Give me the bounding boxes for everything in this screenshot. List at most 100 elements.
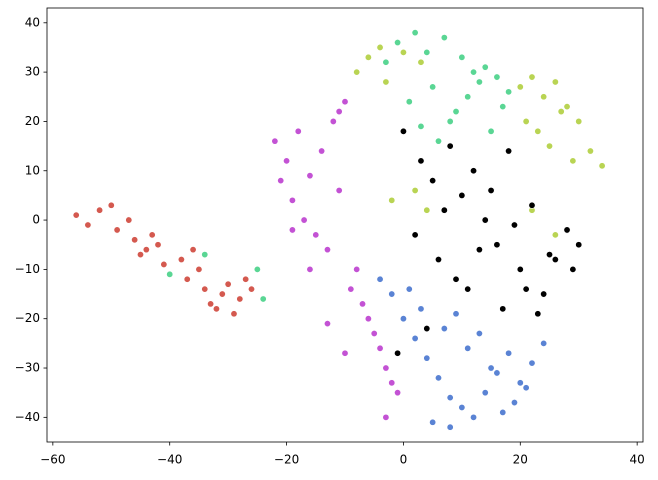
scatter-point <box>370 329 378 337</box>
scatter-point <box>464 285 472 293</box>
scatter-point <box>481 63 489 71</box>
scatter-point <box>388 379 396 387</box>
scatter-point <box>522 285 530 293</box>
x-tick-label: 40 <box>630 453 645 467</box>
scatter-point <box>475 246 483 254</box>
scatter-point <box>382 364 390 372</box>
scatter-point <box>475 78 483 86</box>
scatter-point <box>423 206 431 214</box>
scatter-point <box>569 157 577 165</box>
x-tick-label: −60 <box>40 453 65 467</box>
scatter-point <box>207 300 215 308</box>
scatter-point <box>230 310 238 318</box>
scatter-point <box>195 265 203 273</box>
scatter-point <box>183 275 191 283</box>
scatter-point <box>522 117 530 125</box>
scatter-point <box>201 251 209 259</box>
scatter-point <box>440 34 448 42</box>
scatter-point <box>353 68 361 76</box>
scatter-point <box>452 108 460 116</box>
scatter-point <box>96 206 104 214</box>
y-tick-label: 0 <box>32 213 40 227</box>
scatter-point <box>563 103 571 111</box>
scatter-point <box>107 201 115 209</box>
scatter-point <box>464 344 472 352</box>
scatter-point <box>300 216 308 224</box>
scatter-point <box>487 186 495 194</box>
scatter-point <box>575 117 583 125</box>
scatter-point <box>84 221 92 229</box>
scatter-point <box>569 265 577 273</box>
scatter-point <box>423 354 431 362</box>
scatter-point <box>493 241 501 249</box>
scatter-point <box>411 186 419 194</box>
y-tick-label: 40 <box>25 15 40 29</box>
scatter-point <box>131 236 139 244</box>
scatter-point <box>364 315 372 323</box>
scatter-point <box>160 260 168 268</box>
scatter-point <box>534 127 542 135</box>
scatter-point <box>458 53 466 61</box>
scatter-point <box>481 216 489 224</box>
scatter-point <box>376 275 384 283</box>
scatter-point <box>551 231 559 239</box>
scatter-point <box>288 226 296 234</box>
scatter-point <box>470 167 478 175</box>
scatter-point <box>259 295 267 303</box>
scatter-point <box>493 73 501 81</box>
scatter-point <box>505 88 513 96</box>
scatter-point <box>499 408 507 416</box>
scatter-point <box>434 374 442 382</box>
scatter-point <box>516 379 524 387</box>
scatter-point <box>429 83 437 91</box>
scatter-point <box>142 246 150 254</box>
scatter-point <box>446 117 454 125</box>
scatter-point <box>540 290 548 298</box>
scatter-point <box>323 320 331 328</box>
x-tick-label: 0 <box>400 453 408 467</box>
scatter-point <box>125 216 133 224</box>
scatter-point <box>376 344 384 352</box>
scatter-point <box>376 43 384 51</box>
scatter-point <box>417 58 425 66</box>
scatter-point <box>388 196 396 204</box>
scatter-point <box>598 162 606 170</box>
scatter-point <box>551 78 559 86</box>
scatter-point <box>166 270 174 278</box>
x-tick-label: 20 <box>513 453 528 467</box>
scatter-point <box>516 265 524 273</box>
scatter-point <box>528 359 536 367</box>
scatter-point <box>417 305 425 313</box>
scatter-point <box>341 98 349 106</box>
scatter-point <box>505 147 513 155</box>
scatter-point <box>440 206 448 214</box>
scatter-point <box>323 246 331 254</box>
y-tick-label: −20 <box>15 311 40 325</box>
scatter-point <box>586 147 594 155</box>
scatter-point <box>417 122 425 130</box>
scatter-point <box>388 290 396 298</box>
scatter-point <box>288 196 296 204</box>
scatter-point <box>341 349 349 357</box>
scatter-point <box>516 83 524 91</box>
scatter-point <box>382 413 390 421</box>
scatter-point <box>499 305 507 313</box>
scatter-point <box>399 315 407 323</box>
scatter-point <box>177 256 185 264</box>
scatter-point <box>505 349 513 357</box>
x-tick-label: −40 <box>157 453 182 467</box>
scatter-point <box>359 300 367 308</box>
scatter-point <box>382 58 390 66</box>
scatter-point <box>72 211 80 219</box>
scatter-point <box>283 157 291 165</box>
scatter-point <box>212 305 220 313</box>
scatter-point <box>510 221 518 229</box>
scatter-point <box>154 241 162 249</box>
scatter-point <box>546 251 554 259</box>
scatter-point <box>540 93 548 101</box>
scatter-point <box>411 29 419 37</box>
scatter-point <box>148 231 156 239</box>
scatter-point <box>575 241 583 249</box>
scatter-point <box>434 256 442 264</box>
